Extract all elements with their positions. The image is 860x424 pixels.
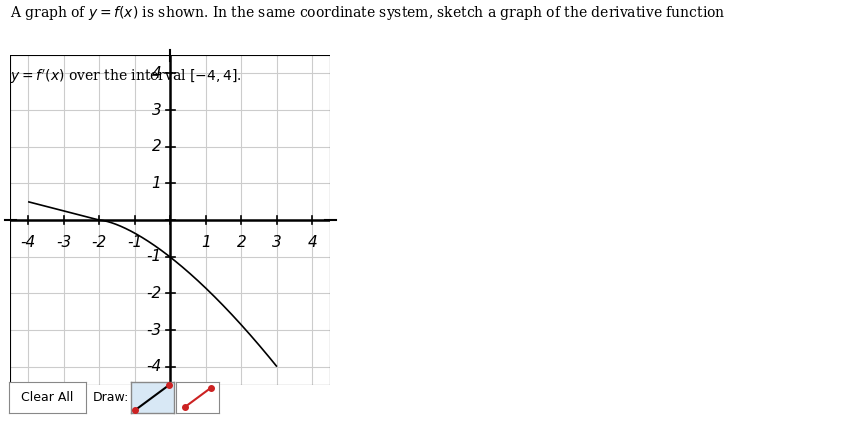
Text: 1: 1 <box>201 235 211 250</box>
Text: -3: -3 <box>56 235 71 250</box>
Text: Clear All: Clear All <box>22 391 73 404</box>
Text: 4: 4 <box>151 66 162 81</box>
Text: -2: -2 <box>146 286 162 301</box>
Text: -4: -4 <box>21 235 36 250</box>
Text: -1: -1 <box>127 235 143 250</box>
Text: 4: 4 <box>308 235 317 250</box>
Text: 2: 2 <box>151 139 162 154</box>
Text: A graph of $y = f(x)$ is shown. In the same coordinate system, sketch a graph of: A graph of $y = f(x)$ is shown. In the s… <box>10 4 726 22</box>
Text: 1: 1 <box>151 176 162 191</box>
Text: -4: -4 <box>146 359 162 374</box>
Text: Draw:: Draw: <box>93 391 129 404</box>
Text: 3: 3 <box>151 103 162 117</box>
Text: $y = f'(x)$ over the interval $[ - 4, 4]$.: $y = f'(x)$ over the interval $[ - 4, 4]… <box>10 68 242 86</box>
Text: -1: -1 <box>146 249 162 264</box>
Text: -3: -3 <box>146 323 162 338</box>
Text: -2: -2 <box>91 235 107 250</box>
Text: 3: 3 <box>272 235 282 250</box>
Text: 2: 2 <box>237 235 246 250</box>
